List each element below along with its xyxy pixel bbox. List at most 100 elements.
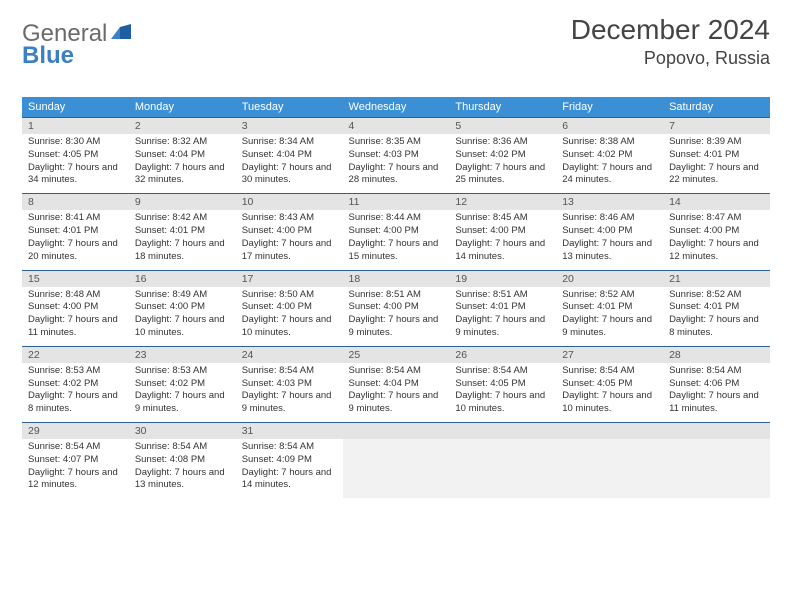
sunrise-line: Sunrise: 8:51 AM [349, 289, 444, 302]
day-number-cell: 1 [22, 118, 129, 135]
day-detail-cell: Sunrise: 8:54 AMSunset: 4:07 PMDaylight:… [22, 439, 129, 498]
day-detail-cell: Sunrise: 8:49 AMSunset: 4:00 PMDaylight:… [129, 287, 236, 347]
daynum-row: 1234567 [22, 118, 770, 135]
sunrise-line: Sunrise: 8:34 AM [242, 136, 337, 149]
day-number-cell: 27 [556, 346, 663, 363]
daylight-line: Daylight: 7 hours and 12 minutes. [669, 238, 764, 264]
day-detail-cell [556, 439, 663, 498]
daylight-line: Daylight: 7 hours and 10 minutes. [242, 314, 337, 340]
daylight-line: Daylight: 7 hours and 12 minutes. [28, 467, 123, 493]
day-number-cell: 29 [22, 423, 129, 440]
page: General December 2024 Popovo, Russia Blu… [0, 0, 792, 498]
sunset-line: Sunset: 4:01 PM [455, 301, 550, 314]
day-detail-cell: Sunrise: 8:53 AMSunset: 4:02 PMDaylight:… [22, 363, 129, 423]
sunset-line: Sunset: 4:01 PM [669, 301, 764, 314]
day-detail-cell: Sunrise: 8:46 AMSunset: 4:00 PMDaylight:… [556, 210, 663, 270]
day-number-cell: 7 [663, 118, 770, 135]
weekday-header: Tuesday [236, 97, 343, 118]
day-detail-cell: Sunrise: 8:51 AMSunset: 4:00 PMDaylight:… [343, 287, 450, 347]
sunrise-line: Sunrise: 8:54 AM [242, 365, 337, 378]
day-number-cell: 9 [129, 194, 236, 211]
daylight-line: Daylight: 7 hours and 32 minutes. [135, 162, 230, 188]
sunset-line: Sunset: 4:07 PM [28, 454, 123, 467]
day-number-cell: 8 [22, 194, 129, 211]
day-number-cell: 11 [343, 194, 450, 211]
day-detail-cell: Sunrise: 8:30 AMSunset: 4:05 PMDaylight:… [22, 134, 129, 194]
day-number-cell [449, 423, 556, 440]
day-number-cell: 12 [449, 194, 556, 211]
day-detail-cell: Sunrise: 8:54 AMSunset: 4:06 PMDaylight:… [663, 363, 770, 423]
daylight-line: Daylight: 7 hours and 9 minutes. [349, 314, 444, 340]
sunrise-line: Sunrise: 8:30 AM [28, 136, 123, 149]
sunrise-line: Sunrise: 8:54 AM [455, 365, 550, 378]
day-number-cell: 18 [343, 270, 450, 287]
sunrise-line: Sunrise: 8:54 AM [349, 365, 444, 378]
day-detail-cell [663, 439, 770, 498]
day-number-cell: 14 [663, 194, 770, 211]
day-detail-cell [343, 439, 450, 498]
day-detail-cell: Sunrise: 8:52 AMSunset: 4:01 PMDaylight:… [663, 287, 770, 347]
day-detail-cell: Sunrise: 8:42 AMSunset: 4:01 PMDaylight:… [129, 210, 236, 270]
day-number-cell: 21 [663, 270, 770, 287]
sunset-line: Sunset: 4:03 PM [349, 149, 444, 162]
sunrise-line: Sunrise: 8:50 AM [242, 289, 337, 302]
sunset-line: Sunset: 4:01 PM [135, 225, 230, 238]
sunset-line: Sunset: 4:09 PM [242, 454, 337, 467]
sunset-line: Sunset: 4:01 PM [28, 225, 123, 238]
day-number-cell: 24 [236, 346, 343, 363]
logo-text-blue: Blue [22, 42, 74, 69]
daylight-line: Daylight: 7 hours and 13 minutes. [135, 467, 230, 493]
title-block: December 2024 Popovo, Russia [571, 14, 770, 69]
daylight-line: Daylight: 7 hours and 11 minutes. [669, 390, 764, 416]
daylight-line: Daylight: 7 hours and 17 minutes. [242, 238, 337, 264]
sunset-line: Sunset: 4:00 PM [562, 225, 657, 238]
daylight-line: Daylight: 7 hours and 20 minutes. [28, 238, 123, 264]
sunrise-line: Sunrise: 8:52 AM [562, 289, 657, 302]
sunset-line: Sunset: 4:06 PM [669, 378, 764, 391]
sunrise-line: Sunrise: 8:35 AM [349, 136, 444, 149]
daylight-line: Daylight: 7 hours and 34 minutes. [28, 162, 123, 188]
daylight-line: Daylight: 7 hours and 11 minutes. [28, 314, 123, 340]
weekday-header: Saturday [663, 97, 770, 118]
daylight-line: Daylight: 7 hours and 14 minutes. [242, 467, 337, 493]
sunset-line: Sunset: 4:00 PM [349, 225, 444, 238]
day-number-cell: 26 [449, 346, 556, 363]
day-detail-cell: Sunrise: 8:54 AMSunset: 4:04 PMDaylight:… [343, 363, 450, 423]
daylight-line: Daylight: 7 hours and 8 minutes. [669, 314, 764, 340]
calendar-header-row: SundayMondayTuesdayWednesdayThursdayFrid… [22, 97, 770, 118]
sunset-line: Sunset: 4:02 PM [135, 378, 230, 391]
sunrise-line: Sunrise: 8:46 AM [562, 212, 657, 225]
day-number-cell: 20 [556, 270, 663, 287]
sunset-line: Sunset: 4:00 PM [242, 225, 337, 238]
day-detail-cell: Sunrise: 8:54 AMSunset: 4:03 PMDaylight:… [236, 363, 343, 423]
sunrise-line: Sunrise: 8:53 AM [28, 365, 123, 378]
sunrise-line: Sunrise: 8:49 AM [135, 289, 230, 302]
daylight-line: Daylight: 7 hours and 8 minutes. [28, 390, 123, 416]
sunrise-line: Sunrise: 8:42 AM [135, 212, 230, 225]
day-detail-cell: Sunrise: 8:34 AMSunset: 4:04 PMDaylight:… [236, 134, 343, 194]
day-number-cell: 19 [449, 270, 556, 287]
sunset-line: Sunset: 4:00 PM [135, 301, 230, 314]
day-detail-cell: Sunrise: 8:35 AMSunset: 4:03 PMDaylight:… [343, 134, 450, 194]
day-detail-cell [449, 439, 556, 498]
daylight-line: Daylight: 7 hours and 9 minutes. [562, 314, 657, 340]
daynum-row: 293031 [22, 423, 770, 440]
calendar-body: 1234567Sunrise: 8:30 AMSunset: 4:05 PMDa… [22, 118, 770, 499]
day-number-cell: 10 [236, 194, 343, 211]
sunset-line: Sunset: 4:01 PM [562, 301, 657, 314]
daylight-line: Daylight: 7 hours and 24 minutes. [562, 162, 657, 188]
day-number-cell: 22 [22, 346, 129, 363]
detail-row: Sunrise: 8:53 AMSunset: 4:02 PMDaylight:… [22, 363, 770, 423]
sunrise-line: Sunrise: 8:45 AM [455, 212, 550, 225]
sunrise-line: Sunrise: 8:47 AM [669, 212, 764, 225]
weekday-header: Friday [556, 97, 663, 118]
day-number-cell: 16 [129, 270, 236, 287]
daylight-line: Daylight: 7 hours and 18 minutes. [135, 238, 230, 264]
detail-row: Sunrise: 8:41 AMSunset: 4:01 PMDaylight:… [22, 210, 770, 270]
day-detail-cell: Sunrise: 8:52 AMSunset: 4:01 PMDaylight:… [556, 287, 663, 347]
sunrise-line: Sunrise: 8:53 AM [135, 365, 230, 378]
header: General December 2024 Popovo, Russia [22, 14, 770, 69]
sunset-line: Sunset: 4:05 PM [28, 149, 123, 162]
day-detail-cell: Sunrise: 8:51 AMSunset: 4:01 PMDaylight:… [449, 287, 556, 347]
weekday-header: Thursday [449, 97, 556, 118]
